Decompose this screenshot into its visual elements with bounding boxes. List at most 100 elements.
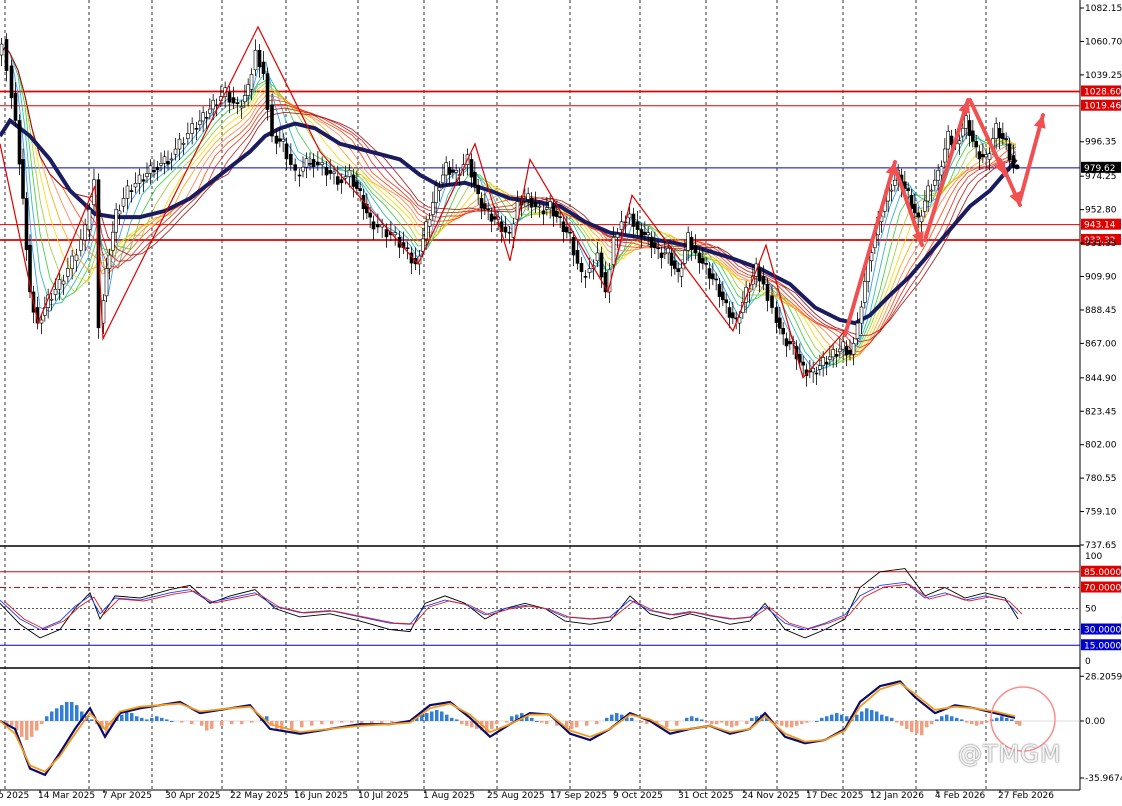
candle-body xyxy=(957,140,962,145)
histogram-bar xyxy=(265,716,269,721)
candle-body xyxy=(889,189,894,192)
time-tick-label: 17 Dec 2025 xyxy=(806,791,864,801)
candle-body xyxy=(916,212,920,218)
candle-body xyxy=(943,148,947,163)
candle-body xyxy=(332,171,336,174)
candle-body xyxy=(844,346,849,356)
candle-body xyxy=(523,199,527,201)
candle-body xyxy=(824,361,829,365)
candle-body xyxy=(87,209,92,230)
candle-body xyxy=(834,353,839,357)
histogram-bar xyxy=(25,721,29,741)
zigzag-line xyxy=(0,25,846,379)
candle-body xyxy=(741,302,745,314)
signal-line xyxy=(0,682,1016,773)
candle-body xyxy=(611,237,616,265)
time-tick-label: 22 May 2025 xyxy=(230,791,289,801)
candle-body xyxy=(431,202,435,215)
candle-body xyxy=(17,120,22,165)
histogram-bar xyxy=(170,721,174,722)
oscillator-panel: 100 85.0000 70.0000 50 30.0000 15.0000 0 xyxy=(0,552,1121,667)
candle-body xyxy=(603,272,608,293)
histogram-bar xyxy=(900,721,904,726)
histogram-bar xyxy=(820,717,824,721)
candle-body xyxy=(666,247,670,254)
histogram-bar xyxy=(765,717,769,721)
price-tick-label: 909.90 xyxy=(1085,273,1117,283)
histogram-bar xyxy=(610,714,614,721)
histogram-bar xyxy=(775,721,779,725)
time-tick-label: 30 Apr 2025 xyxy=(165,791,221,801)
histogram-bar xyxy=(575,721,579,728)
candle-body xyxy=(125,185,130,199)
candle-body xyxy=(117,210,122,215)
histogram-bar xyxy=(530,717,534,721)
histogram-bar xyxy=(720,721,724,723)
candle-body xyxy=(697,252,702,264)
histogram-bar xyxy=(785,721,789,728)
candle-body xyxy=(994,123,998,139)
candle-body xyxy=(145,173,149,177)
time-tick-label: 27 Feb 2026 xyxy=(998,791,1054,801)
candle-body xyxy=(249,74,254,90)
histogram-bar xyxy=(685,717,689,721)
histogram-bar xyxy=(565,721,569,728)
price-tick-label: 1039.25 xyxy=(1085,71,1122,81)
candle-body xyxy=(231,97,236,104)
price-level-tag xyxy=(1081,85,1121,97)
price-tick-label: 952.80 xyxy=(1085,206,1117,216)
candle-body xyxy=(121,198,126,207)
forecast-arrow-shaft xyxy=(843,160,897,337)
histogram-bar xyxy=(800,721,804,725)
candle-body xyxy=(533,202,538,208)
histogram-bar xyxy=(895,721,899,723)
candle-body xyxy=(949,135,954,145)
candle-body xyxy=(159,163,163,166)
candle-body xyxy=(974,140,978,148)
candle-body xyxy=(770,295,774,308)
price-tick-label: 996.35 xyxy=(1085,138,1117,148)
histogram-bar xyxy=(995,717,999,721)
candle-body xyxy=(186,133,190,139)
oscillator-level-tag xyxy=(1081,623,1121,635)
candle-body xyxy=(49,298,54,301)
histogram-bar xyxy=(525,714,529,721)
histogram-bar xyxy=(125,711,129,721)
candle-body xyxy=(933,179,937,186)
candle-body xyxy=(784,338,789,347)
candle-body xyxy=(635,221,640,230)
time-tick-label: 1 Aug 2025 xyxy=(423,791,475,801)
candle-body xyxy=(424,221,428,240)
histogram-bar xyxy=(15,721,19,731)
candle-body xyxy=(848,350,852,355)
histogram-bar xyxy=(555,721,559,726)
candle-body xyxy=(855,322,860,339)
candle-body xyxy=(788,340,792,345)
histogram-bar xyxy=(730,721,734,728)
forecast-arrow-shaft xyxy=(894,168,924,247)
histogram-bar xyxy=(1018,721,1022,726)
oscillator-line xyxy=(0,568,1019,639)
candle-body xyxy=(79,239,83,251)
histogram-bar xyxy=(350,721,354,723)
histogram-bar xyxy=(450,717,454,721)
candle-body xyxy=(235,102,240,105)
candle-body xyxy=(721,291,725,301)
candle-body xyxy=(137,174,142,184)
histogram-bar xyxy=(665,721,669,728)
histogram-bar xyxy=(230,721,234,725)
candle-body xyxy=(473,172,477,186)
candle-body xyxy=(434,185,438,203)
candle-body xyxy=(427,218,432,227)
candle-body xyxy=(204,117,209,119)
time-tick-label: 25 Aug 2025 xyxy=(487,791,545,801)
histogram-bar xyxy=(415,717,419,721)
candle-body xyxy=(148,165,153,174)
candle-body xyxy=(253,50,258,71)
histogram-bar xyxy=(725,721,729,726)
histogram-bar xyxy=(890,717,894,721)
histogram-bar xyxy=(200,721,204,726)
histogram-bar xyxy=(30,721,34,737)
candle-body xyxy=(686,232,690,251)
